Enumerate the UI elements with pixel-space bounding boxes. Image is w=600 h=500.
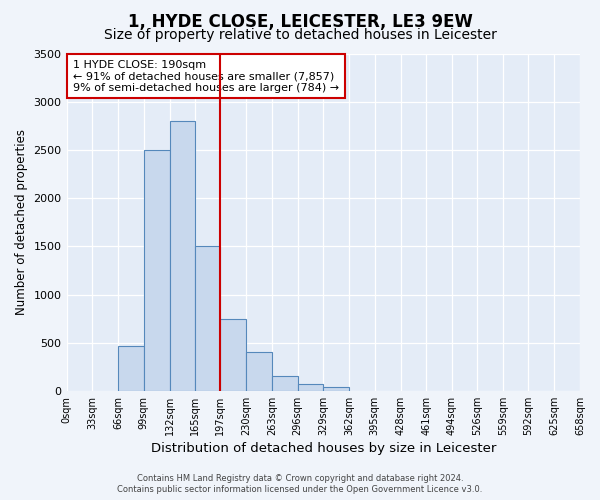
- Bar: [144, 150, 170, 391]
- Text: Contains HM Land Registry data © Crown copyright and database right 2024.
Contai: Contains HM Land Registry data © Crown c…: [118, 474, 482, 494]
- Text: 1, HYDE CLOSE, LEICESTER, LE3 9EW: 1, HYDE CLOSE, LEICESTER, LE3 9EW: [128, 12, 472, 30]
- Bar: [246, 352, 272, 391]
- Bar: [298, 384, 323, 391]
- Bar: [170, 122, 195, 391]
- Y-axis label: Number of detached properties: Number of detached properties: [15, 130, 28, 316]
- Bar: [272, 376, 298, 391]
- X-axis label: Distribution of detached houses by size in Leicester: Distribution of detached houses by size …: [151, 442, 496, 455]
- Bar: [118, 346, 144, 391]
- Bar: [195, 246, 220, 391]
- Text: 1 HYDE CLOSE: 190sqm
← 91% of detached houses are smaller (7,857)
9% of semi-det: 1 HYDE CLOSE: 190sqm ← 91% of detached h…: [73, 60, 339, 93]
- Bar: [220, 318, 246, 391]
- Bar: [323, 387, 349, 391]
- Text: Size of property relative to detached houses in Leicester: Size of property relative to detached ho…: [104, 28, 496, 42]
